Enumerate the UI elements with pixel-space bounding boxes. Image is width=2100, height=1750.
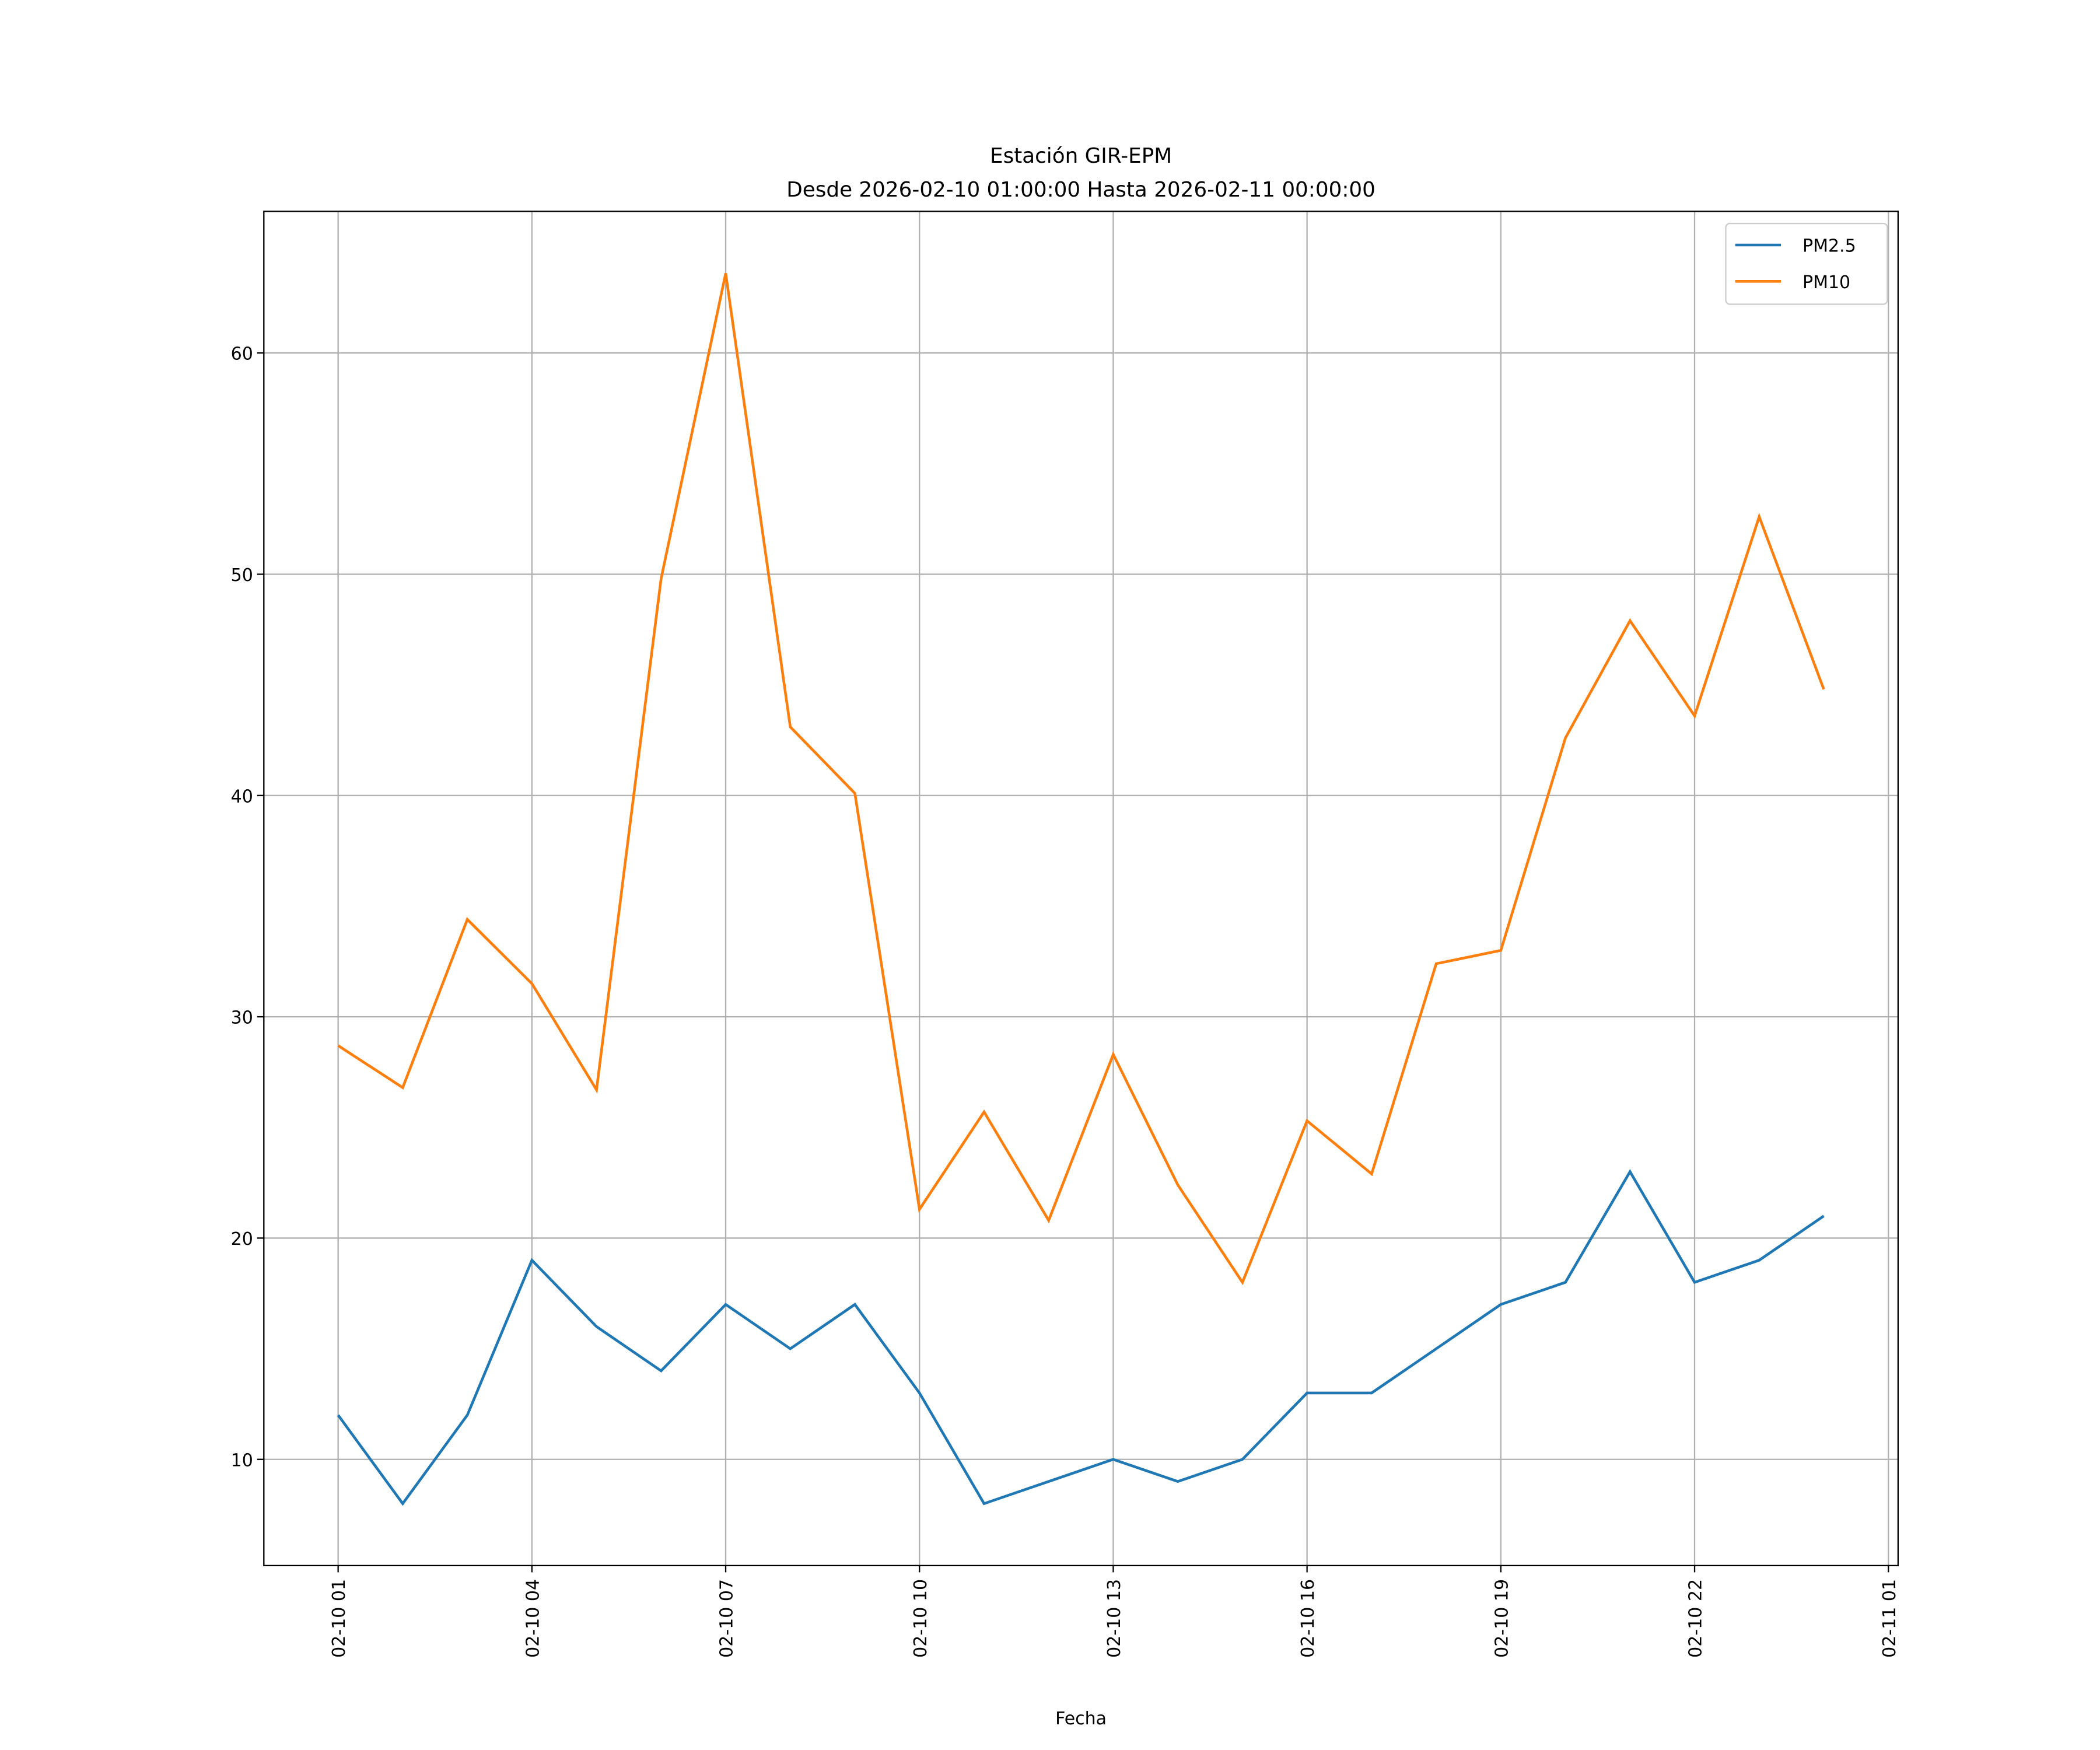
- x-tick-label: 02-10 19: [1492, 1579, 1512, 1658]
- plot-frame: [263, 211, 1899, 1566]
- legend: PM2.5 PM10: [1725, 222, 1888, 305]
- x-tick-label: 02-10 01: [329, 1579, 349, 1658]
- x-tick-label: 02-10 07: [717, 1579, 737, 1658]
- grid: [264, 211, 1898, 1566]
- y-tick-label: 30: [231, 1008, 253, 1028]
- y-axis: 10 20 30 40 50 60: [231, 344, 264, 1471]
- x-axis-label: Fecha: [1055, 1709, 1107, 1729]
- legend-label: PM2.5: [1803, 236, 1856, 257]
- y-tick-label: 60: [231, 344, 253, 365]
- series-pm25-line: [337, 1169, 1825, 1506]
- x-tick-label: 02-10 16: [1298, 1579, 1318, 1658]
- chart-title: Estación GIR-EPM: [990, 144, 1172, 168]
- legend-label: PM10: [1803, 272, 1850, 293]
- y-tick-label: 10: [231, 1450, 253, 1471]
- x-tick-label: 02-11 01: [1880, 1579, 1900, 1658]
- x-tick-label: 02-10 10: [911, 1579, 931, 1658]
- x-tick-label: 02-10 22: [1686, 1579, 1706, 1658]
- x-tick-label: 02-10 04: [523, 1579, 543, 1658]
- x-axis: 02-10 01 02-10 04 02-10 07 02-10 10 02-10 13…: [329, 1565, 1900, 1658]
- y-tick-label: 40: [231, 786, 253, 807]
- y-tick-label: 20: [231, 1229, 253, 1250]
- chart-subtitle: Desde 2026-02-10 01:00:00 Hasta 2026-02-…: [786, 178, 1376, 202]
- x-tick-label: 02-10 13: [1104, 1579, 1125, 1658]
- series-lines: [337, 273, 1825, 1506]
- series-pm10-line: [337, 273, 1825, 1286]
- y-tick-label: 50: [231, 565, 253, 586]
